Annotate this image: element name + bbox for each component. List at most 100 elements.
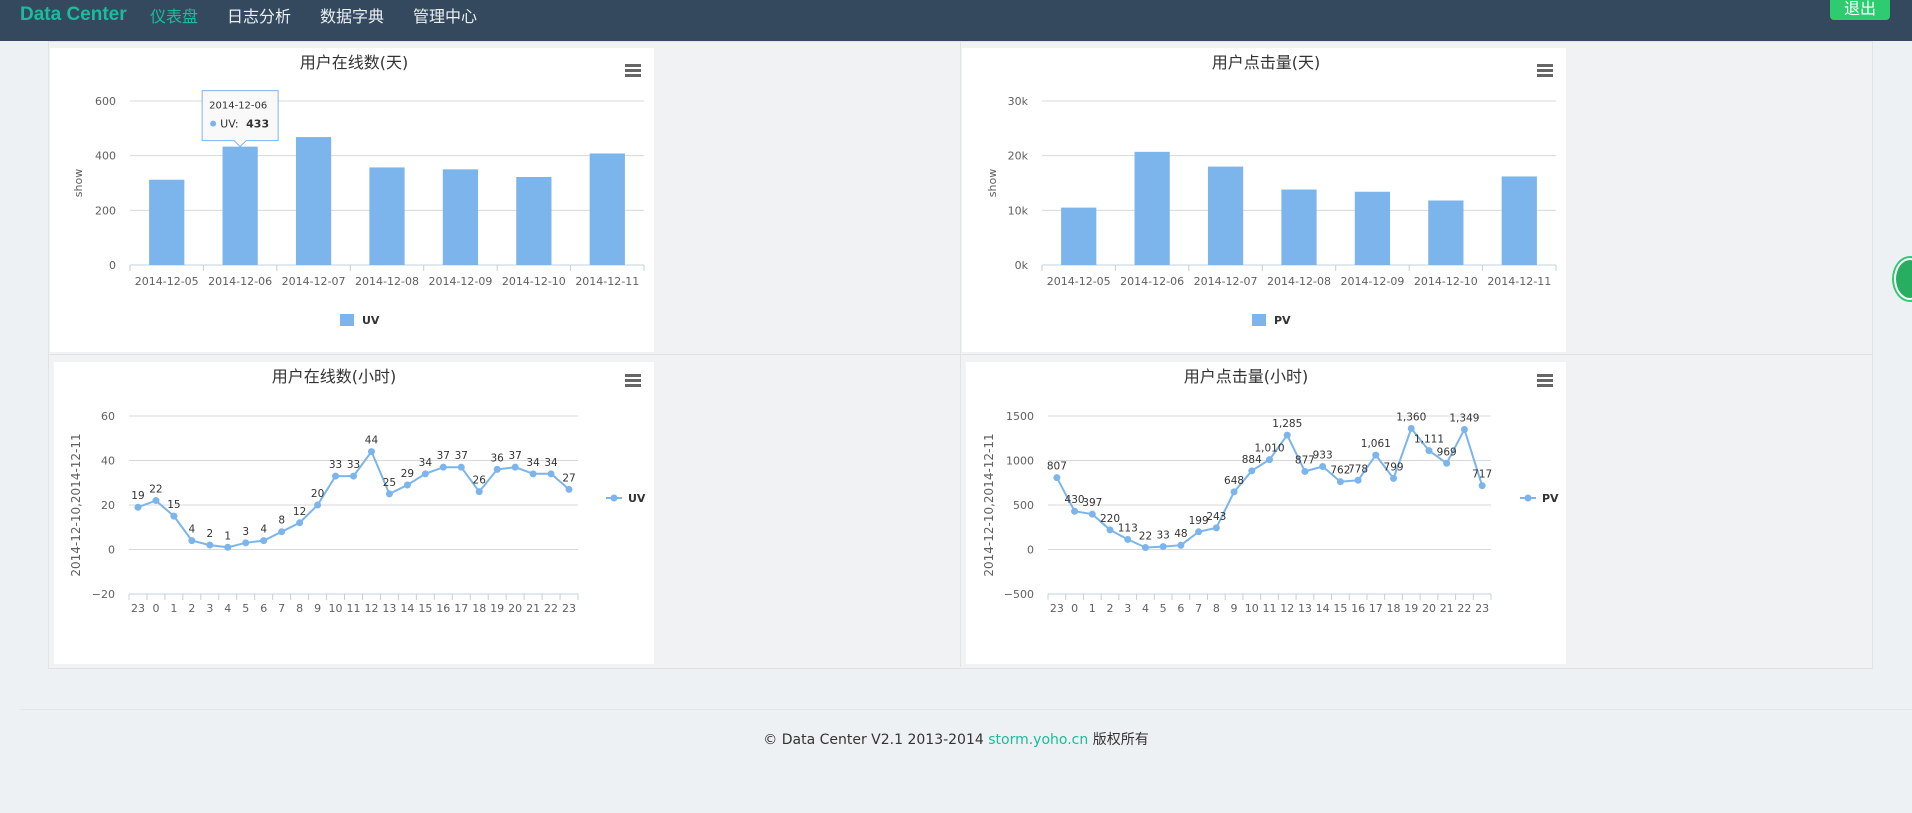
y-axis-title: show <box>72 169 85 197</box>
x-tick-label: 8 <box>1213 602 1220 615</box>
chart-svg: 用户点击量(天) 0k 10k 20k 30k show 2014-12-05 2014-12… <box>986 53 1557 327</box>
data-label: 26 <box>473 475 487 487</box>
data-label: 37 <box>508 450 521 462</box>
data-label: 22 <box>149 484 162 496</box>
menu-icon-bar <box>625 384 641 387</box>
x-tick-label: 13 <box>382 602 396 615</box>
data-label: 48 <box>1174 528 1187 540</box>
data-point <box>1212 524 1220 532</box>
chart-card-pv-daily: 用户点击量(天) 0k 10k 20k 30k show 2014-12-05 2014-12… <box>962 48 1566 352</box>
data-point <box>565 485 573 493</box>
data-point <box>367 448 375 456</box>
data-point <box>1336 478 1344 486</box>
data-label: 22 <box>1139 531 1152 543</box>
x-tick-label: 6 <box>1177 602 1184 615</box>
data-label: 20 <box>311 488 324 500</box>
x-tick-label: 21 <box>526 602 540 615</box>
footer-link[interactable]: storm.yoho.cn <box>988 732 1089 748</box>
x-tick-label: 13 <box>1298 602 1312 615</box>
data-point <box>1177 541 1185 549</box>
x-tick-label: 7 <box>278 602 285 615</box>
x-tick-label: 17 <box>1369 602 1383 615</box>
bar <box>369 167 405 265</box>
x-tick-label: 2 <box>188 602 195 615</box>
nav-log-analysis[interactable]: 日志分析 <box>227 7 292 26</box>
x-tick-label: 12 <box>364 602 378 615</box>
chart-menu-icon[interactable] <box>1537 64 1553 77</box>
menu-icon-bar <box>1537 384 1553 387</box>
y-axis-title: 2014-12-10,2014-12-11 <box>982 433 996 576</box>
x-tick-label: 23 <box>1050 602 1064 615</box>
data-point <box>1088 510 1096 518</box>
data-label: 762 <box>1330 465 1350 477</box>
data-label: 1,285 <box>1272 418 1302 430</box>
x-tick-label: 23 <box>562 602 576 615</box>
logout-button[interactable]: 退出 <box>1830 0 1890 20</box>
data-point <box>1124 535 1132 543</box>
legend-item[interactable]: UV <box>606 492 646 505</box>
data-point <box>1266 456 1273 464</box>
bar <box>1428 200 1464 265</box>
nav-data-dictionary[interactable]: 数据字典 <box>320 7 385 26</box>
y-axis-title: 2014-12-10,2014-12-11 <box>69 433 83 576</box>
y-tick-label: 1500 <box>1006 410 1034 423</box>
main-nav: 仪表盘 日志分析 数据字典 管理中心 <box>150 3 506 27</box>
x-tick-label: 10 <box>1245 602 1259 615</box>
data-label: 243 <box>1206 511 1226 523</box>
data-point <box>1319 462 1327 470</box>
data-label: 34 <box>419 457 433 469</box>
nav-admin-center[interactable]: 管理中心 <box>413 7 478 26</box>
chart-menu-icon[interactable] <box>625 64 641 77</box>
data-point <box>1301 467 1309 475</box>
data-point <box>188 537 196 545</box>
x-tick-label: 2014-12-09 <box>428 275 492 288</box>
data-point <box>1443 459 1451 467</box>
x-tick-label: 2014-12-06 <box>208 275 272 288</box>
data-label: 778 <box>1348 463 1368 475</box>
y-tick-label: 20k <box>1008 150 1029 163</box>
footer-copyright: © Data Center V2.1 2013-2014 <box>763 732 984 748</box>
top-navbar: Data Center 仪表盘 日志分析 数据字典 管理中心 退出 <box>0 0 1912 41</box>
data-label: 19 <box>131 490 144 502</box>
chart-menu-icon[interactable] <box>625 374 641 387</box>
x-tick-label: 2014-12-08 <box>355 275 419 288</box>
data-point <box>403 481 411 489</box>
data-point <box>1390 474 1398 482</box>
data-label: 807 <box>1047 461 1067 473</box>
chart-menu-icon[interactable] <box>1537 374 1553 387</box>
data-label: 37 <box>455 450 468 462</box>
x-tick-label: 7 <box>1195 602 1202 615</box>
x-tick-label: 19 <box>490 602 504 615</box>
menu-icon-bar <box>1537 374 1553 377</box>
data-point <box>493 465 501 473</box>
legend-item[interactable]: PV <box>1252 314 1291 327</box>
legend-item[interactable]: UV <box>340 314 380 327</box>
nav-dashboard[interactable]: 仪表盘 <box>150 7 199 26</box>
menu-icon-bar <box>1537 69 1553 72</box>
chart-svg: 用户在线数(小时)−2002040602014-12-10,2014-12-11… <box>69 367 646 615</box>
bar <box>589 153 625 265</box>
data-label: 3 <box>242 526 249 538</box>
tooltip-series-label: UV: <box>220 118 238 131</box>
brand-logo[interactable]: Data Center <box>20 4 127 25</box>
bar <box>1207 166 1244 265</box>
data-point <box>332 472 340 480</box>
data-point <box>1372 451 1380 459</box>
x-tick-label: 19 <box>1404 602 1418 615</box>
legend-item[interactable]: PV <box>1520 492 1559 505</box>
y-tick-label: 60 <box>101 410 115 423</box>
menu-icon-bar <box>625 374 641 377</box>
x-tick-label: 10 <box>329 602 343 615</box>
x-tick-label: 2014-12-11 <box>575 275 639 288</box>
chart-svg: 用户点击量(小时) −500 0 500 1000 1500 2014-12-10,2014… <box>982 367 1559 615</box>
x-tick-label: 11 <box>1263 602 1277 615</box>
legend-label: PV <box>1542 492 1559 505</box>
y-tick-label: 600 <box>95 95 116 108</box>
side-widget-badge[interactable] <box>1894 258 1912 300</box>
x-tick-label: 2014-12-05 <box>1047 275 1111 288</box>
chart-svg: 用户在线数(天) 0 200 400 600 show 2014-12-05 2014-12-… <box>72 53 645 327</box>
data-point <box>242 539 250 547</box>
bar <box>1501 176 1537 265</box>
x-tick-label: 1 <box>170 602 177 615</box>
x-tick-label: 22 <box>1457 602 1471 615</box>
